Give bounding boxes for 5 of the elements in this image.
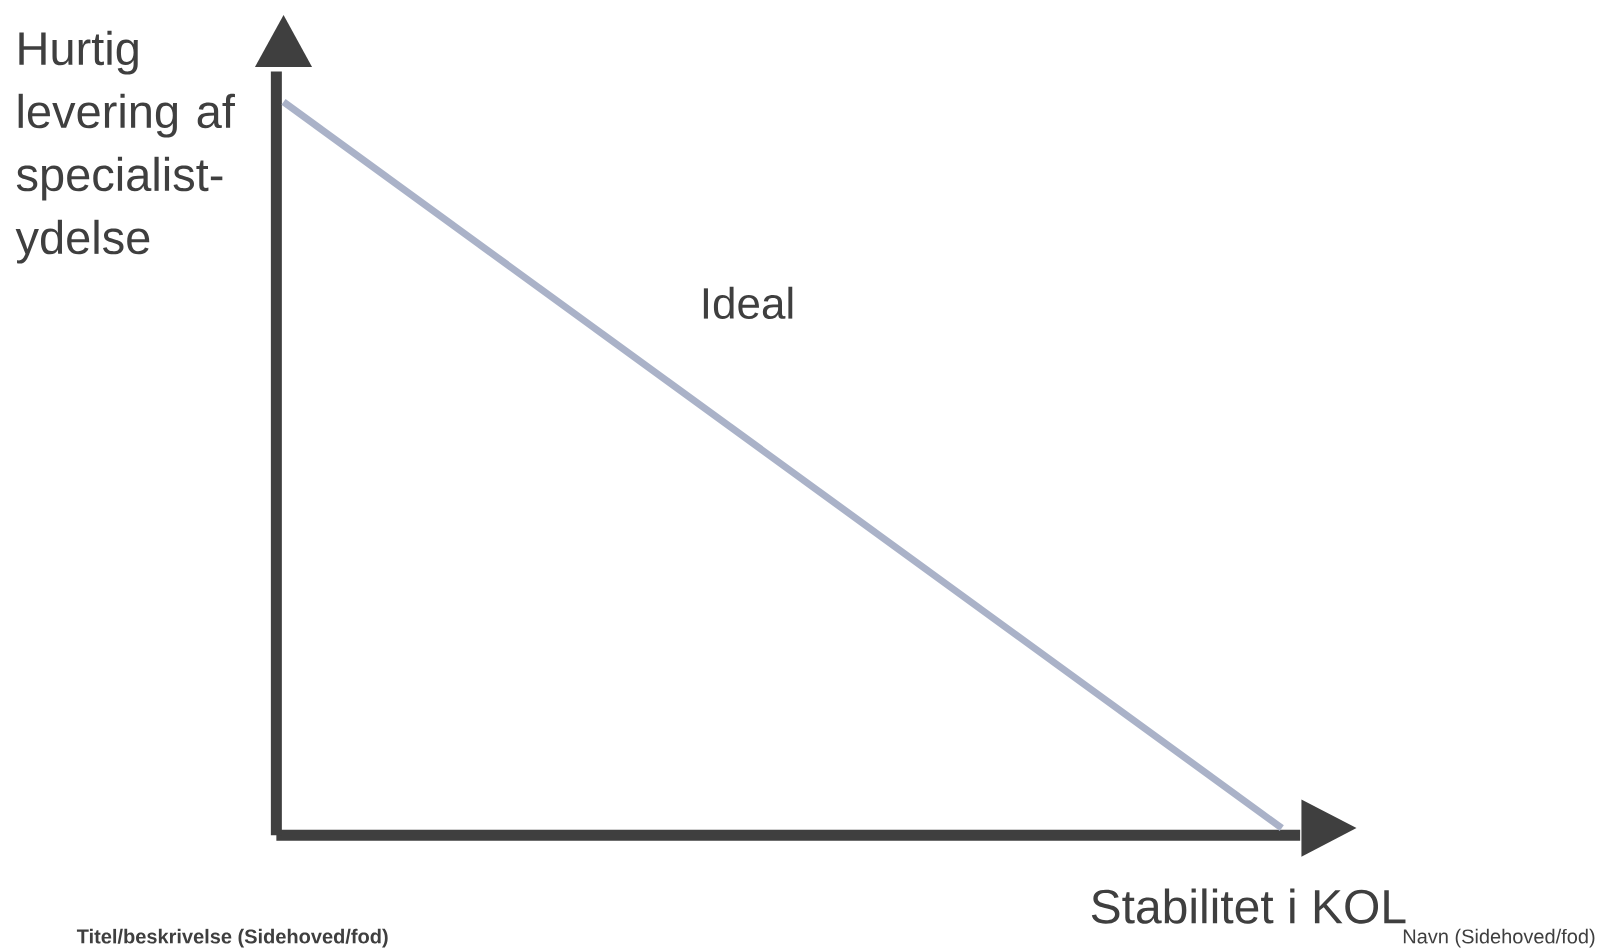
y-axis-title: Hurtig levering af specialist-ydelse bbox=[15, 30, 235, 264]
x-axis-title: Stabilitet i KOL bbox=[1091, 888, 1406, 924]
text: Navn (Sidehoved/fod) bbox=[1403, 928, 1595, 948]
text: Titel/beskrivelse (Sidehoved/fod) bbox=[76, 928, 388, 948]
annotation: Ideal bbox=[703, 286, 793, 320]
